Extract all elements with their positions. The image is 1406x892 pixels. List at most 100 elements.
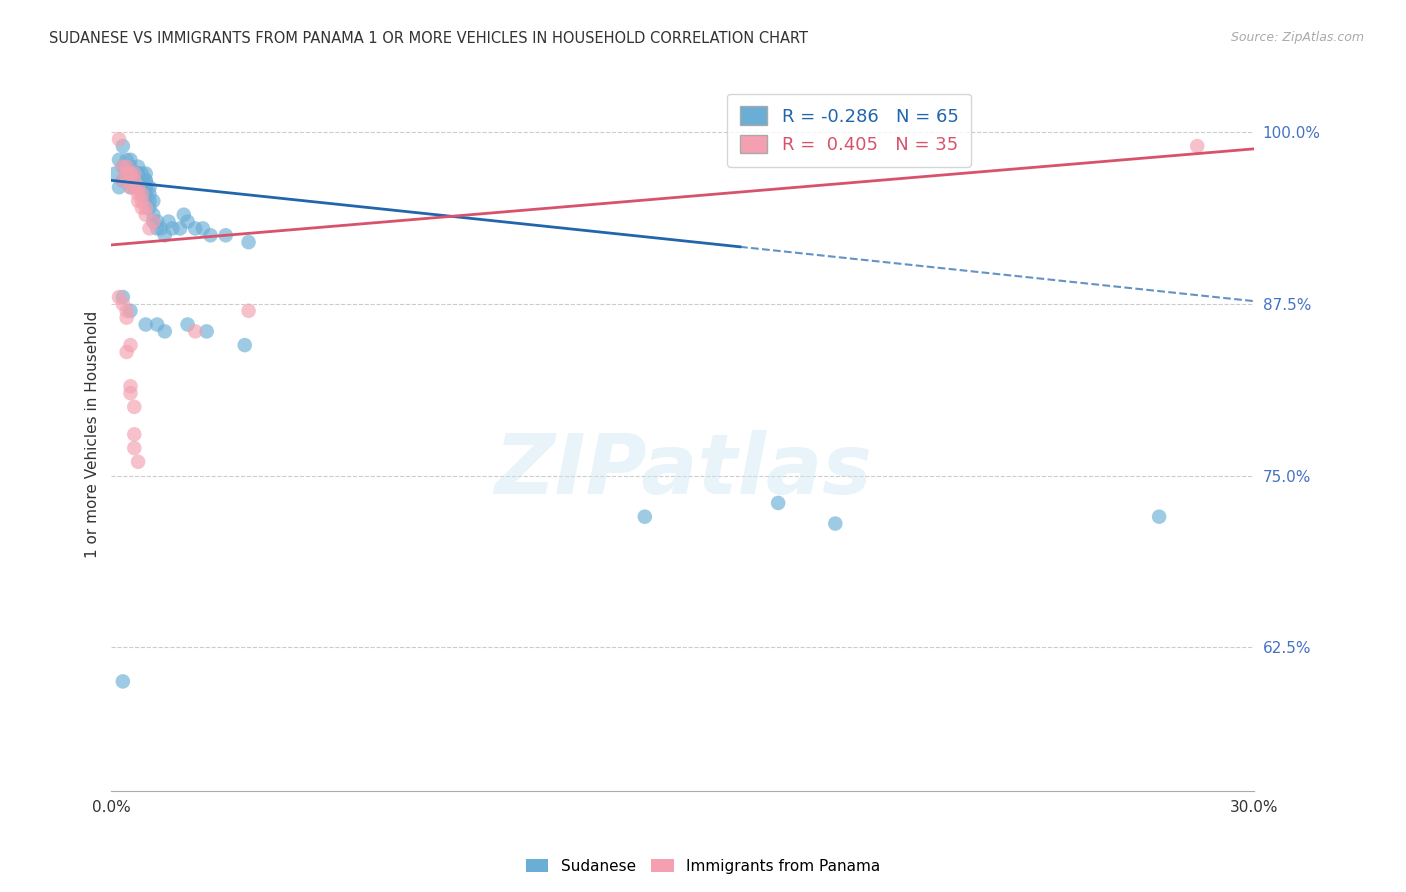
- Point: [634, 509, 657, 524]
- Point: [146, 221, 169, 235]
- Point: [135, 173, 157, 187]
- Point: [142, 214, 165, 228]
- Point: [135, 167, 157, 181]
- Point: [238, 303, 260, 318]
- Point: [191, 221, 214, 235]
- Point: [138, 194, 160, 208]
- Point: [176, 318, 198, 332]
- Point: [120, 153, 142, 167]
- Point: [120, 180, 142, 194]
- Point: [195, 325, 218, 339]
- Text: ZIPatlas: ZIPatlas: [494, 430, 872, 510]
- Point: [149, 221, 172, 235]
- Point: [131, 173, 153, 187]
- Point: [122, 400, 145, 414]
- Point: [115, 160, 138, 174]
- Point: [127, 194, 149, 208]
- Point: [138, 201, 160, 215]
- Point: [122, 180, 145, 194]
- Point: [200, 228, 222, 243]
- Point: [215, 228, 238, 243]
- Point: [111, 173, 134, 187]
- Point: [131, 187, 153, 202]
- Point: [111, 139, 134, 153]
- Point: [115, 310, 138, 325]
- Point: [111, 160, 134, 174]
- Point: [153, 228, 176, 243]
- Point: [122, 173, 145, 187]
- Point: [1147, 509, 1170, 524]
- Point: [135, 180, 157, 194]
- Point: [111, 297, 134, 311]
- Text: SUDANESE VS IMMIGRANTS FROM PANAMA 1 OR MORE VEHICLES IN HOUSEHOLD CORRELATION C: SUDANESE VS IMMIGRANTS FROM PANAMA 1 OR …: [49, 31, 808, 46]
- Point: [824, 516, 846, 531]
- Point: [238, 235, 260, 249]
- Point: [122, 167, 145, 181]
- Point: [131, 187, 153, 202]
- Point: [127, 173, 149, 187]
- Point: [146, 318, 169, 332]
- Point: [122, 427, 145, 442]
- Point: [162, 221, 184, 235]
- Point: [120, 303, 142, 318]
- Point: [111, 160, 134, 174]
- Point: [115, 160, 138, 174]
- Point: [115, 167, 138, 181]
- Point: [108, 132, 131, 146]
- Point: [135, 173, 157, 187]
- Point: [111, 173, 134, 187]
- Point: [115, 303, 138, 318]
- Point: [120, 160, 142, 174]
- Legend: R = -0.286   N = 65, R =  0.405   N = 35: R = -0.286 N = 65, R = 0.405 N = 35: [727, 94, 972, 167]
- Point: [127, 180, 149, 194]
- Point: [120, 167, 142, 181]
- Point: [153, 325, 176, 339]
- Point: [111, 290, 134, 304]
- Point: [120, 386, 142, 401]
- Point: [115, 153, 138, 167]
- Point: [122, 441, 145, 455]
- Point: [104, 167, 127, 181]
- Point: [115, 167, 138, 181]
- Legend: Sudanese, Immigrants from Panama: Sudanese, Immigrants from Panama: [519, 853, 887, 880]
- Point: [169, 221, 191, 235]
- Point: [1187, 139, 1209, 153]
- Point: [131, 194, 153, 208]
- Point: [120, 338, 142, 352]
- Point: [127, 455, 149, 469]
- Point: [108, 290, 131, 304]
- Point: [173, 208, 195, 222]
- Point: [146, 214, 169, 228]
- Point: [184, 325, 207, 339]
- Point: [135, 180, 157, 194]
- Point: [127, 160, 149, 174]
- Point: [127, 187, 149, 202]
- Point: [184, 221, 207, 235]
- Y-axis label: 1 or more Vehicles in Household: 1 or more Vehicles in Household: [86, 310, 100, 558]
- Point: [120, 180, 142, 194]
- Point: [127, 180, 149, 194]
- Point: [131, 167, 153, 181]
- Point: [108, 180, 131, 194]
- Point: [122, 173, 145, 187]
- Point: [120, 379, 142, 393]
- Point: [142, 194, 165, 208]
- Point: [142, 214, 165, 228]
- Point: [135, 318, 157, 332]
- Text: Source: ZipAtlas.com: Source: ZipAtlas.com: [1230, 31, 1364, 45]
- Point: [131, 201, 153, 215]
- Point: [115, 345, 138, 359]
- Point: [176, 214, 198, 228]
- Point: [122, 180, 145, 194]
- Point: [127, 167, 149, 181]
- Point: [135, 201, 157, 215]
- Point: [111, 674, 134, 689]
- Point: [122, 167, 145, 181]
- Point: [122, 167, 145, 181]
- Point: [142, 208, 165, 222]
- Point: [138, 180, 160, 194]
- Point: [157, 214, 180, 228]
- Point: [135, 187, 157, 202]
- Point: [766, 496, 789, 510]
- Point: [108, 153, 131, 167]
